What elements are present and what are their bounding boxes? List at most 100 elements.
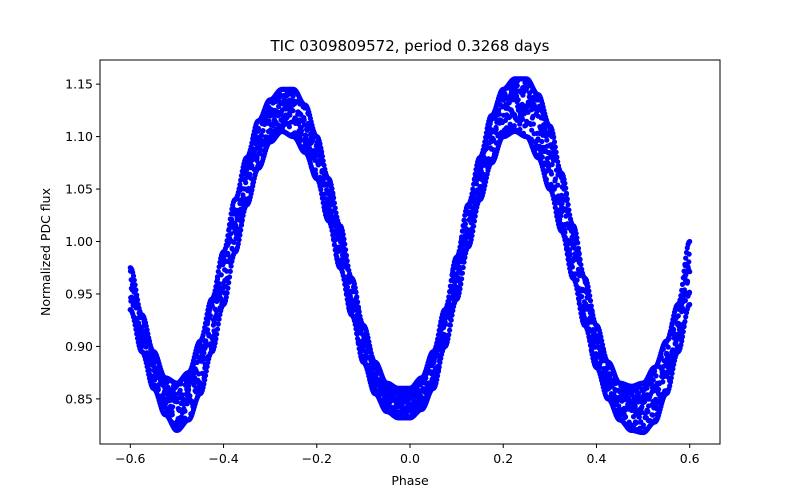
data-point <box>356 346 362 352</box>
data-point <box>132 282 138 288</box>
data-point <box>561 176 567 182</box>
data-point <box>668 324 674 330</box>
data-point <box>586 288 592 294</box>
data-point <box>660 379 666 385</box>
x-axis: −0.6 −0.4 −0.2 0.0 0.2 0.4 0.6 <box>115 444 700 466</box>
data-point <box>145 368 151 374</box>
data-point <box>228 211 234 217</box>
data-point <box>459 270 465 276</box>
data-point <box>416 388 422 394</box>
data-point <box>352 321 358 328</box>
data-point <box>237 232 243 238</box>
data-point <box>333 210 339 216</box>
data-point <box>345 301 351 307</box>
data-point <box>224 290 230 296</box>
data-point <box>564 251 570 257</box>
data-point <box>449 272 455 278</box>
data-point <box>169 412 175 418</box>
data-point <box>131 277 137 283</box>
data-point <box>511 123 517 129</box>
x-tick-label: −0.4 <box>208 451 238 466</box>
data-point <box>483 179 489 185</box>
data-point <box>575 245 582 251</box>
data-point <box>202 320 209 326</box>
data-point <box>679 334 686 340</box>
data-point <box>170 404 176 410</box>
data-point <box>329 227 335 234</box>
chart-title: TIC 0309809572, period 0.3268 days <box>269 37 549 55</box>
data-point <box>575 295 582 302</box>
data-point <box>563 185 569 191</box>
data-point <box>566 207 572 213</box>
data-point <box>388 404 394 410</box>
data-point <box>319 191 325 197</box>
data-point <box>342 281 348 287</box>
data-point <box>340 272 346 279</box>
data-point <box>237 182 243 188</box>
data-point <box>434 340 440 346</box>
data-point <box>687 269 693 275</box>
y-axis-label: Normalized PDC flux <box>38 188 53 316</box>
data-point <box>683 314 689 320</box>
data-point <box>224 238 230 244</box>
data-point <box>212 340 218 346</box>
data-point <box>216 316 222 322</box>
data-point <box>473 166 479 173</box>
data-point <box>235 241 241 247</box>
data-point <box>228 263 234 269</box>
data-point <box>638 409 645 415</box>
data-point <box>683 255 689 261</box>
data-point <box>456 290 462 296</box>
data-point <box>144 327 150 333</box>
data-point <box>469 191 475 197</box>
x-tick-label: 0.6 <box>680 451 700 466</box>
data-point <box>355 299 361 305</box>
data-point <box>447 289 453 295</box>
data-point <box>225 233 231 239</box>
data-point <box>482 139 488 145</box>
data-point <box>250 136 256 142</box>
data-point <box>239 217 245 223</box>
data-point <box>340 231 346 237</box>
data-point <box>152 377 158 383</box>
data-point <box>307 145 313 151</box>
data-point <box>483 130 489 136</box>
data-point <box>215 321 221 327</box>
data-point <box>555 182 561 188</box>
data-point <box>343 286 349 292</box>
data-point <box>341 236 347 242</box>
data-point <box>539 138 545 145</box>
data-point <box>213 308 219 314</box>
data-point <box>353 289 359 295</box>
data-point <box>682 319 688 325</box>
y-tick-label: 0.95 <box>65 286 93 301</box>
data-point <box>254 155 260 161</box>
data-point <box>330 232 336 238</box>
data-point <box>544 137 550 143</box>
data-point <box>554 154 560 160</box>
data-point <box>434 377 440 383</box>
data-point <box>587 342 594 348</box>
data-point <box>523 122 529 128</box>
data-point <box>635 390 642 397</box>
data-point <box>468 195 474 201</box>
data-point <box>461 217 467 223</box>
data-point <box>344 296 350 302</box>
data-point <box>445 298 451 304</box>
data-point <box>565 256 571 262</box>
data-point <box>678 342 684 348</box>
data-point <box>562 180 568 186</box>
data-point <box>202 377 208 383</box>
data-point <box>680 275 686 281</box>
data-point <box>460 264 466 271</box>
data-point <box>686 259 692 265</box>
data-point <box>683 249 690 256</box>
data-point <box>588 303 594 309</box>
data-point <box>133 287 139 293</box>
data-point <box>514 117 520 123</box>
data-point <box>472 213 478 219</box>
data-point <box>552 205 558 211</box>
data-point <box>491 137 497 143</box>
data-point <box>133 326 139 332</box>
data-point <box>563 246 570 252</box>
